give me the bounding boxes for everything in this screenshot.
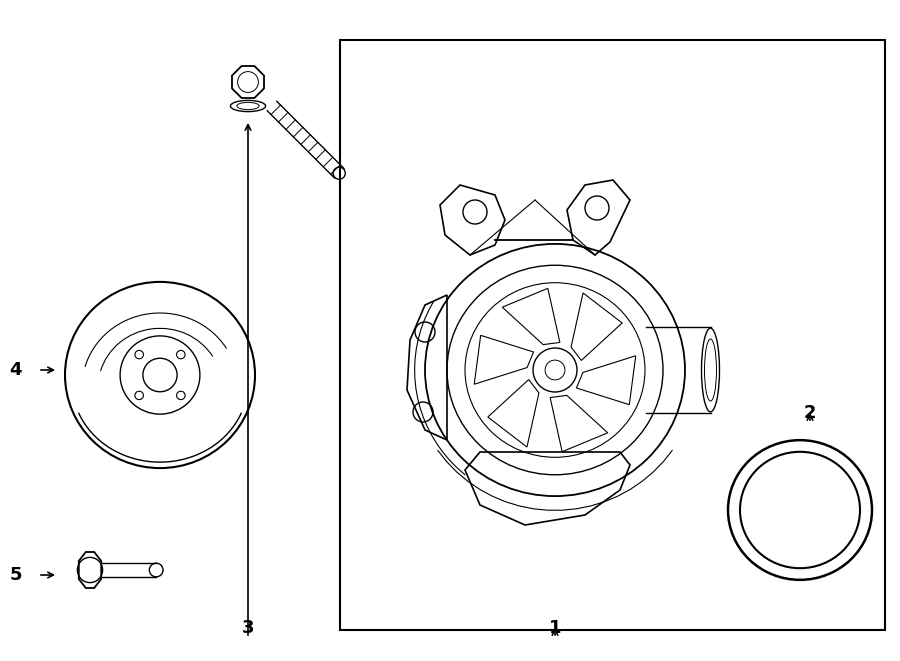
Text: 4: 4 — [10, 361, 22, 379]
Text: 2: 2 — [804, 404, 816, 422]
Text: 1: 1 — [549, 619, 562, 637]
Text: 3: 3 — [242, 619, 254, 637]
Text: 5: 5 — [10, 566, 22, 584]
Bar — [340, 40, 885, 630]
